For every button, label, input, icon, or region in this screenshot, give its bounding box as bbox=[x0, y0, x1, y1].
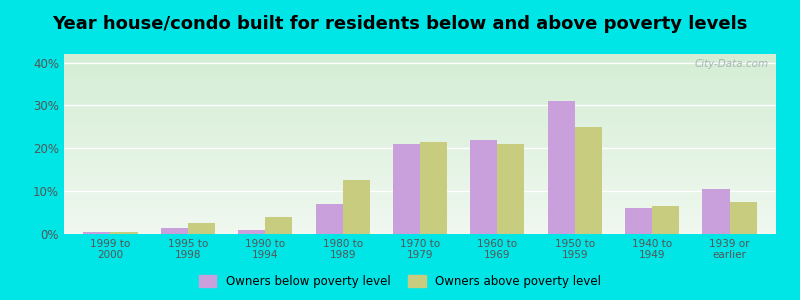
Bar bbox=[393, 144, 420, 234]
Bar bbox=[548, 101, 574, 234]
Bar bbox=[625, 208, 652, 234]
Bar bbox=[342, 180, 370, 234]
Bar bbox=[470, 140, 498, 234]
Bar bbox=[266, 217, 292, 234]
Bar bbox=[110, 232, 138, 234]
Bar bbox=[188, 223, 215, 234]
Bar bbox=[161, 228, 188, 234]
Text: Year house/condo built for residents below and above poverty levels: Year house/condo built for residents bel… bbox=[52, 15, 748, 33]
Bar bbox=[498, 144, 525, 234]
Bar bbox=[315, 204, 342, 234]
Bar bbox=[652, 206, 679, 234]
Text: City-Data.com: City-Data.com bbox=[694, 59, 769, 69]
Legend: Owners below poverty level, Owners above poverty level: Owners below poverty level, Owners above… bbox=[195, 271, 605, 291]
Bar bbox=[574, 127, 602, 234]
Bar bbox=[420, 142, 447, 234]
Bar bbox=[702, 189, 730, 234]
Bar bbox=[238, 230, 266, 234]
Bar bbox=[730, 202, 757, 234]
Bar bbox=[83, 232, 110, 234]
